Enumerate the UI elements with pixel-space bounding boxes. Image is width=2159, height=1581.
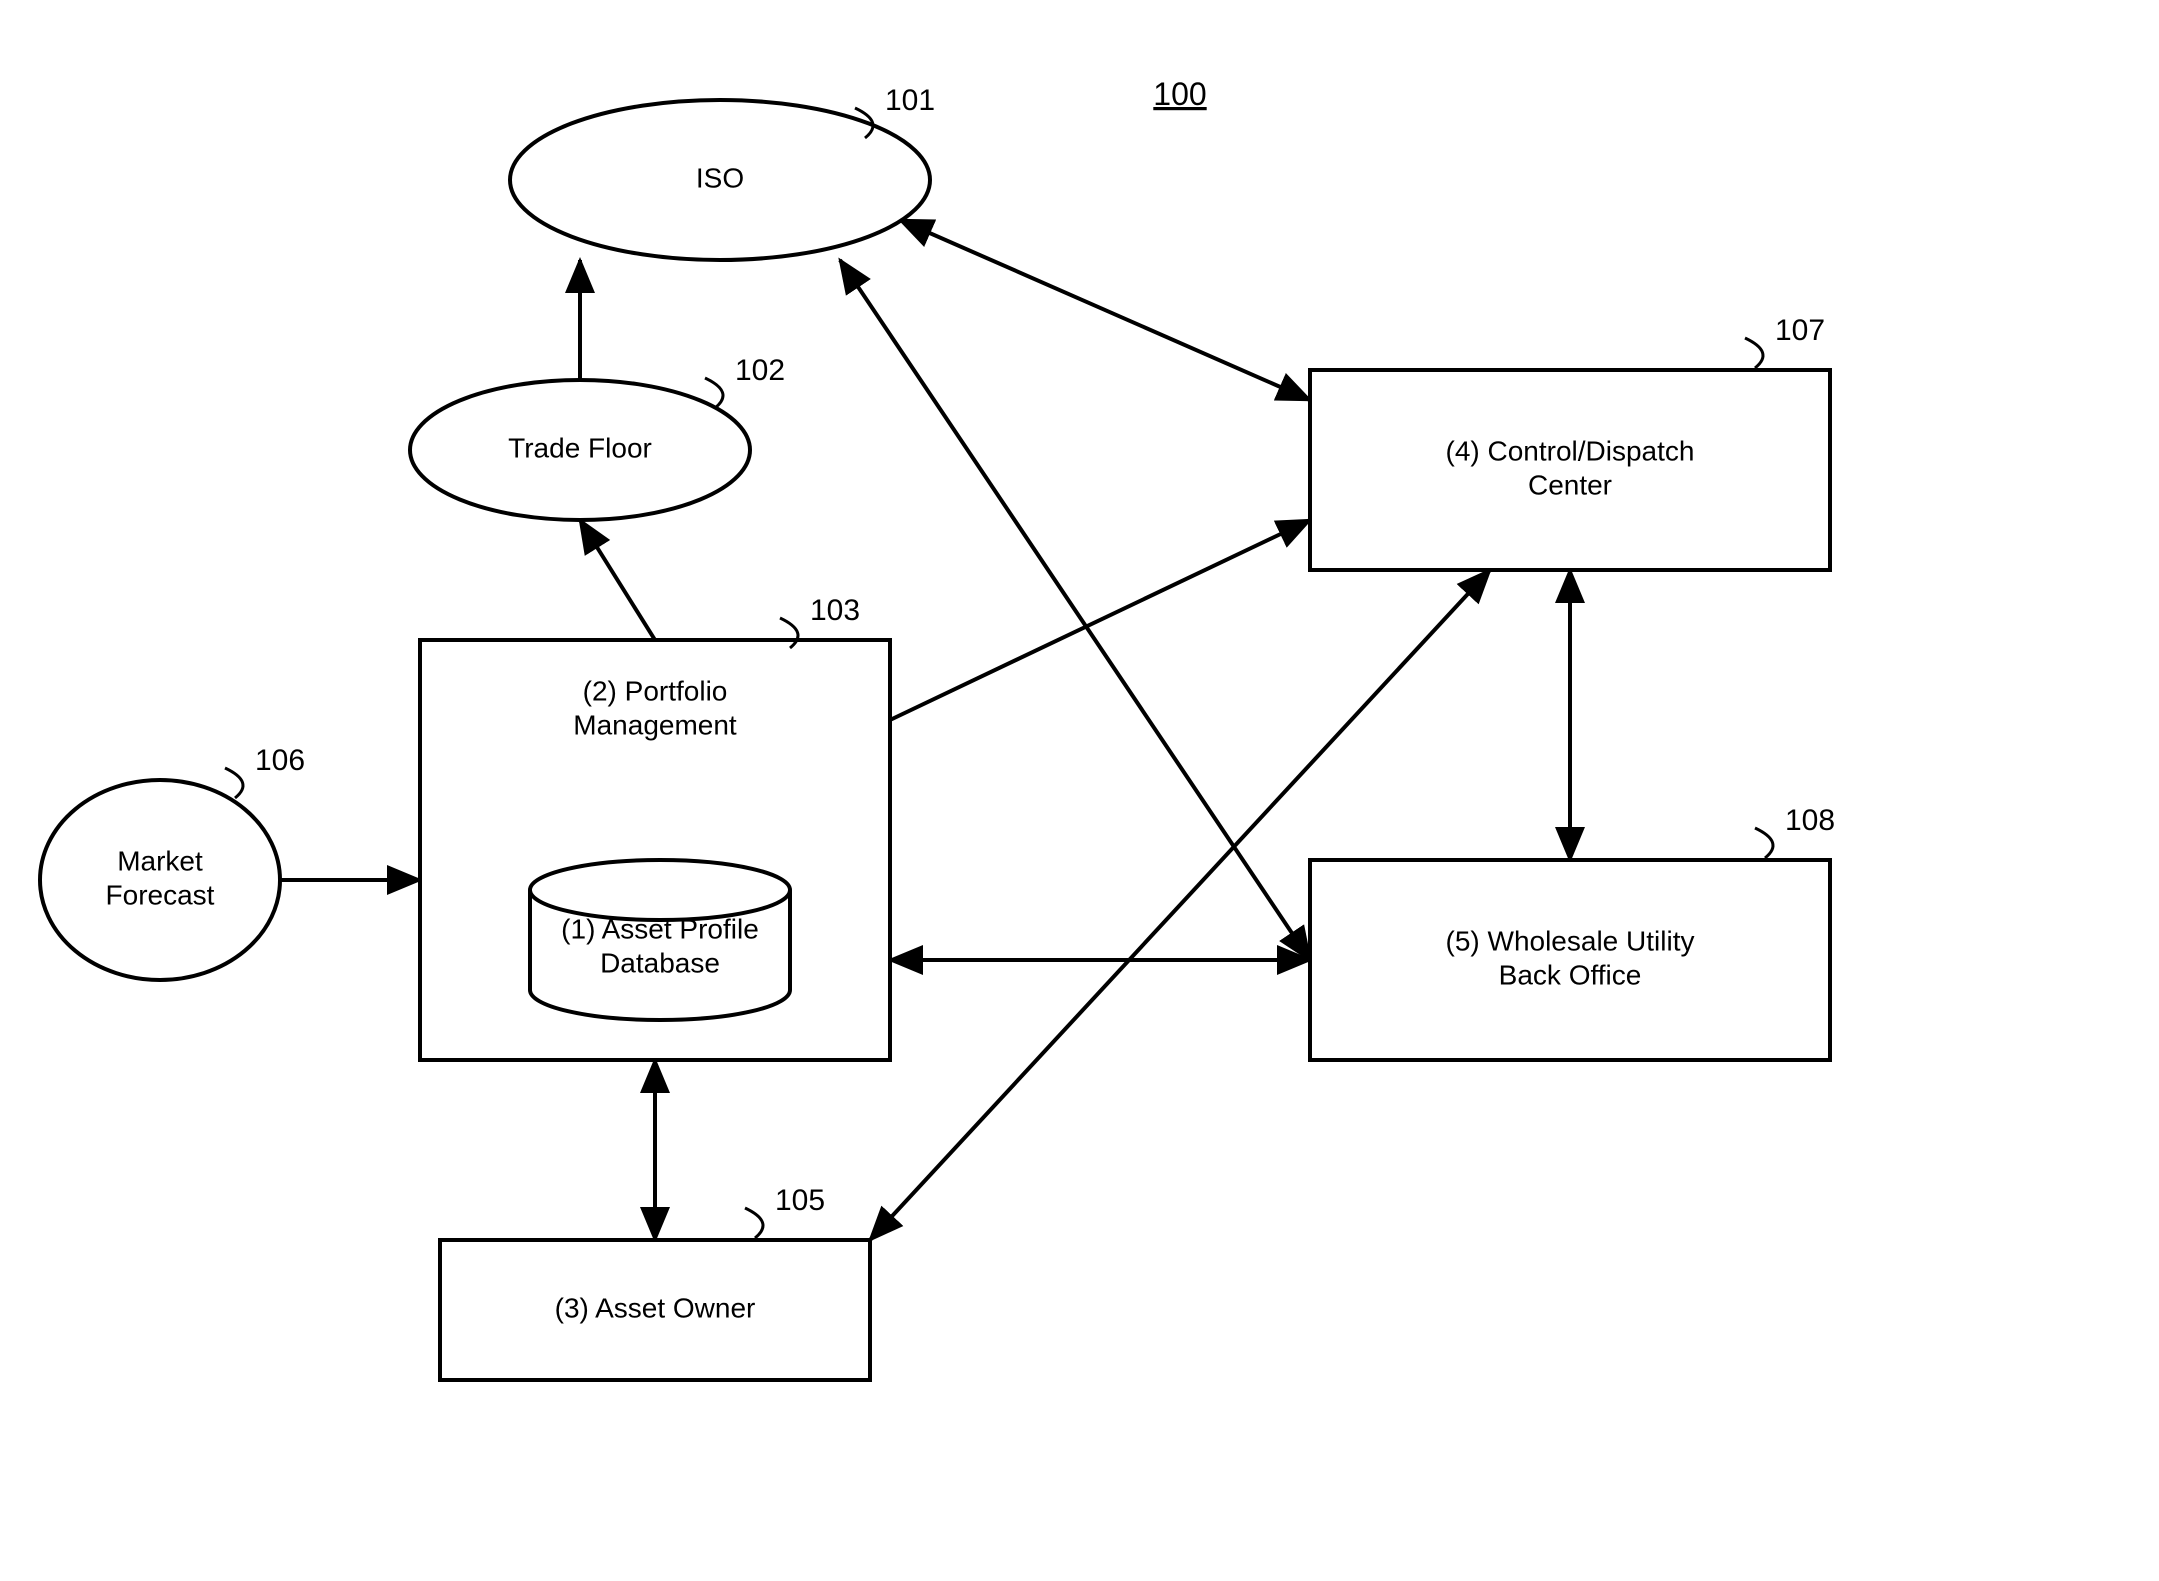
svg-text:(3) Asset Owner: (3) Asset Owner (555, 1292, 756, 1323)
svg-text:Management: Management (573, 709, 737, 740)
ref-control_center: 107 (1775, 314, 1825, 347)
ref-trade_floor: 102 (735, 354, 785, 387)
edge (900, 220, 1310, 400)
svg-text:Market: Market (117, 845, 203, 876)
svg-text:(5) Wholesale Utility: (5) Wholesale Utility (1446, 925, 1695, 956)
diagram-canvas: ISO 101 Trade Floor 102 (2) PortfolioManagem… (0, 0, 2159, 1581)
svg-text:(2) Portfolio: (2) Portfolio (583, 675, 728, 706)
figure-number: 100 (1153, 76, 1206, 112)
ref-iso: 101 (885, 84, 935, 117)
svg-text:Trade Floor: Trade Floor (508, 432, 652, 463)
svg-text:(1) Asset Profile: (1) Asset Profile (561, 913, 759, 944)
edge (840, 260, 1310, 960)
edge (580, 520, 655, 640)
edge (890, 520, 1310, 720)
svg-text:(4) Control/Dispatch: (4) Control/Dispatch (1446, 435, 1695, 466)
svg-text:Database: Database (600, 947, 720, 978)
ref-market_forecast: 106 (255, 744, 305, 777)
ref-portfolio_mgmt: 103 (810, 594, 860, 627)
ref-back_office: 108 (1785, 804, 1835, 837)
svg-text:Forecast: Forecast (106, 879, 215, 910)
svg-text:Back Office: Back Office (1499, 959, 1642, 990)
svg-text:ISO: ISO (696, 162, 744, 193)
ref-asset_owner: 105 (775, 1184, 825, 1217)
svg-text:Center: Center (1528, 469, 1612, 500)
